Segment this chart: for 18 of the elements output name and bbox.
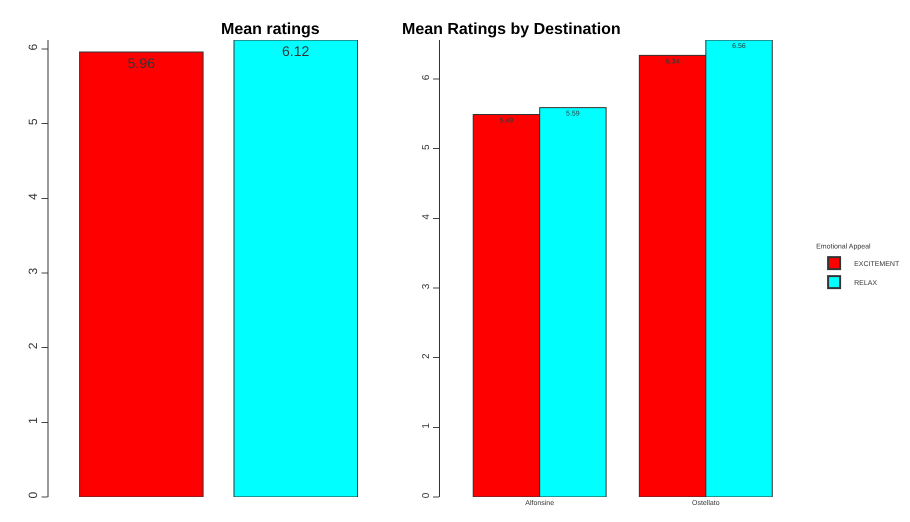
y-tick-label: 6 [26, 44, 40, 51]
y-tick-label: 3 [421, 283, 432, 290]
y-tick-label: 3 [26, 268, 40, 275]
y-tick-label: 4 [26, 192, 40, 200]
data-label: 6.12 [282, 43, 310, 59]
y-tick-label: 1 [26, 416, 40, 424]
y-tick-label: 1 [421, 422, 432, 429]
data-label: 5.96 [128, 54, 156, 71]
y-tick-label: 0 [421, 492, 432, 498]
y-tick-label: 0 [26, 492, 40, 499]
y-tick-label: 2 [26, 342, 40, 350]
chart-title: Mean ratings [221, 21, 320, 38]
y-tick-label: 4 [421, 214, 432, 220]
y-tick-label: 2 [421, 352, 432, 359]
y-tick-label: 5 [26, 118, 40, 126]
y-tick-label: 5 [421, 144, 432, 150]
y-tick-label: 6 [421, 74, 432, 80]
chart-title: Mean Ratings by Destination [402, 21, 621, 38]
